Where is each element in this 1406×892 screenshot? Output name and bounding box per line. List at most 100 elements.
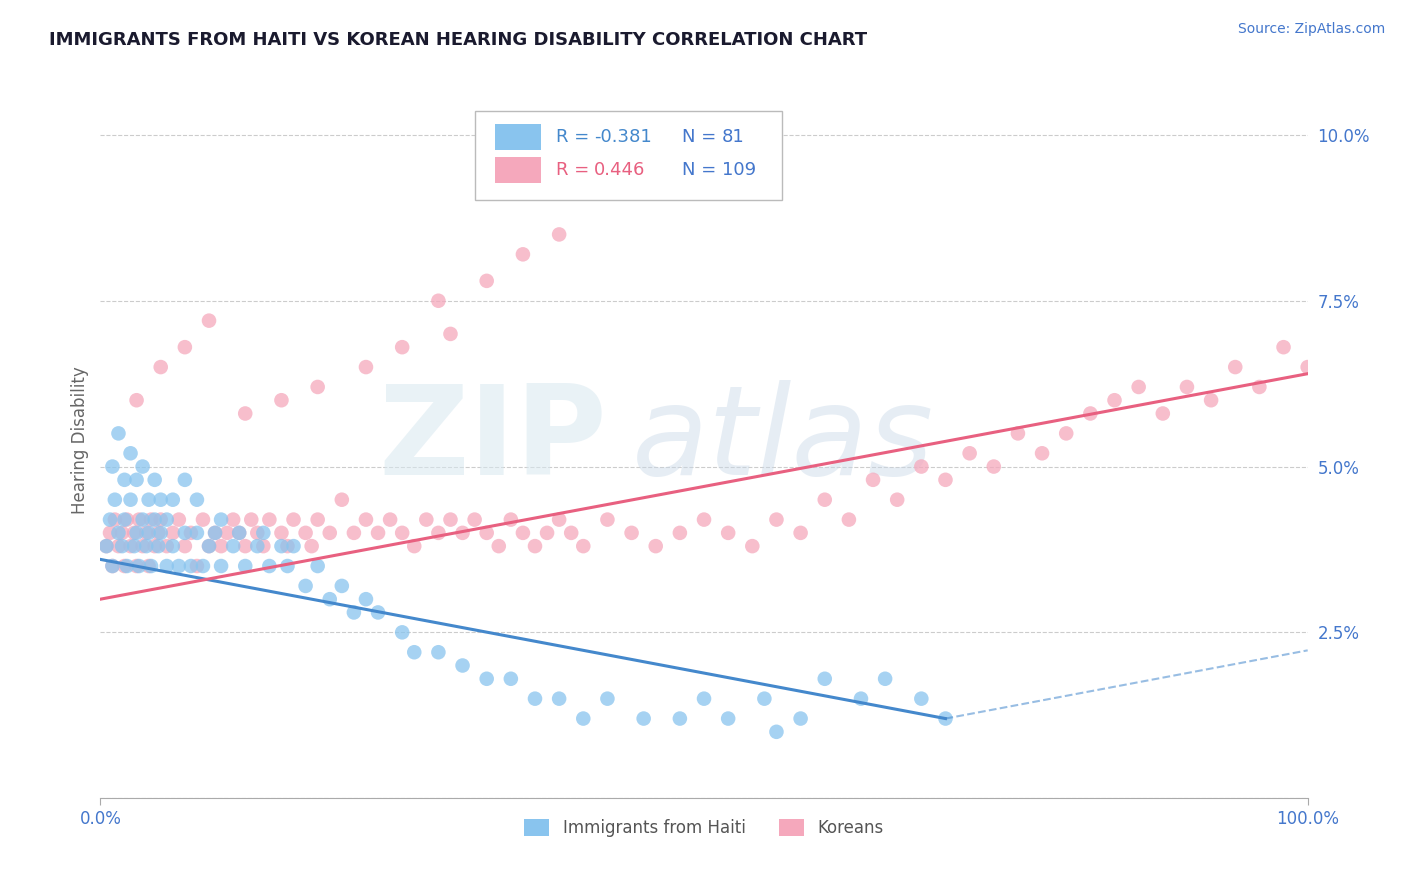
- Point: [107, 426, 129, 441]
- Point: [669, 712, 692, 726]
- Point: [354, 513, 377, 527]
- Point: [209, 513, 232, 527]
- Point: [143, 473, 166, 487]
- Point: [131, 513, 153, 527]
- Point: [138, 492, 160, 507]
- Point: [156, 513, 179, 527]
- Point: [204, 525, 226, 540]
- Point: [276, 539, 298, 553]
- Point: [120, 539, 142, 553]
- Point: [98, 525, 121, 540]
- Point: [512, 247, 534, 261]
- Point: [138, 559, 160, 574]
- Point: [814, 672, 837, 686]
- Point: [367, 606, 389, 620]
- Point: [125, 393, 148, 408]
- Point: [149, 513, 172, 527]
- Point: [572, 539, 595, 553]
- Point: [451, 658, 474, 673]
- Point: [149, 360, 172, 375]
- Text: atlas: atlas: [631, 379, 934, 500]
- Point: [1031, 446, 1053, 460]
- Point: [391, 340, 413, 354]
- Point: [246, 539, 269, 553]
- Point: [104, 513, 127, 527]
- Point: [499, 513, 522, 527]
- Point: [1249, 380, 1271, 394]
- Point: [404, 645, 426, 659]
- Point: [439, 513, 461, 527]
- Point: [122, 539, 145, 553]
- Point: [307, 513, 329, 527]
- Point: [560, 525, 582, 540]
- Text: N =: N =: [682, 161, 723, 179]
- Point: [283, 539, 305, 553]
- Point: [111, 539, 134, 553]
- Point: [367, 525, 389, 540]
- Point: [252, 525, 274, 540]
- Point: [115, 513, 138, 527]
- Text: 109: 109: [723, 161, 756, 179]
- Point: [198, 539, 221, 553]
- Point: [222, 539, 245, 553]
- Point: [139, 559, 162, 574]
- Point: [644, 539, 666, 553]
- Point: [125, 559, 148, 574]
- Point: [572, 712, 595, 726]
- Point: [114, 513, 136, 527]
- Point: [910, 459, 932, 474]
- Point: [596, 513, 619, 527]
- Point: [222, 513, 245, 527]
- Point: [107, 525, 129, 540]
- Point: [983, 459, 1005, 474]
- Point: [524, 539, 547, 553]
- Point: [173, 340, 195, 354]
- Y-axis label: Hearing Disability: Hearing Disability: [72, 366, 89, 514]
- Text: Source: ZipAtlas.com: Source: ZipAtlas.com: [1237, 22, 1385, 37]
- Point: [1128, 380, 1150, 394]
- Point: [934, 473, 956, 487]
- Point: [1080, 407, 1102, 421]
- Point: [138, 525, 160, 540]
- Point: [270, 539, 292, 553]
- Text: -0.381: -0.381: [595, 128, 652, 146]
- Point: [114, 473, 136, 487]
- Point: [862, 473, 884, 487]
- Point: [101, 559, 124, 574]
- Point: [499, 672, 522, 686]
- Point: [101, 559, 124, 574]
- Point: [693, 513, 716, 527]
- Point: [378, 513, 401, 527]
- Point: [765, 724, 787, 739]
- Point: [354, 360, 377, 375]
- Text: N =: N =: [682, 128, 723, 146]
- Point: [475, 525, 498, 540]
- Point: [475, 672, 498, 686]
- Point: [838, 513, 860, 527]
- Legend: Immigrants from Haiti, Koreans: Immigrants from Haiti, Koreans: [517, 812, 890, 844]
- Point: [464, 513, 486, 527]
- Point: [693, 691, 716, 706]
- Point: [301, 539, 323, 553]
- Point: [135, 539, 157, 553]
- Point: [148, 525, 170, 540]
- Text: 0.446: 0.446: [595, 161, 645, 179]
- Point: [717, 712, 740, 726]
- Point: [209, 559, 232, 574]
- Point: [209, 539, 232, 553]
- Point: [101, 459, 124, 474]
- Point: [307, 380, 329, 394]
- Point: [156, 539, 179, 553]
- Point: [1296, 360, 1319, 375]
- Point: [283, 513, 305, 527]
- Point: [669, 525, 692, 540]
- Point: [404, 539, 426, 553]
- Point: [910, 691, 932, 706]
- Point: [228, 525, 250, 540]
- Point: [120, 492, 142, 507]
- Text: 81: 81: [723, 128, 745, 146]
- Point: [548, 513, 571, 527]
- Point: [754, 691, 776, 706]
- Point: [125, 525, 148, 540]
- Point: [330, 492, 353, 507]
